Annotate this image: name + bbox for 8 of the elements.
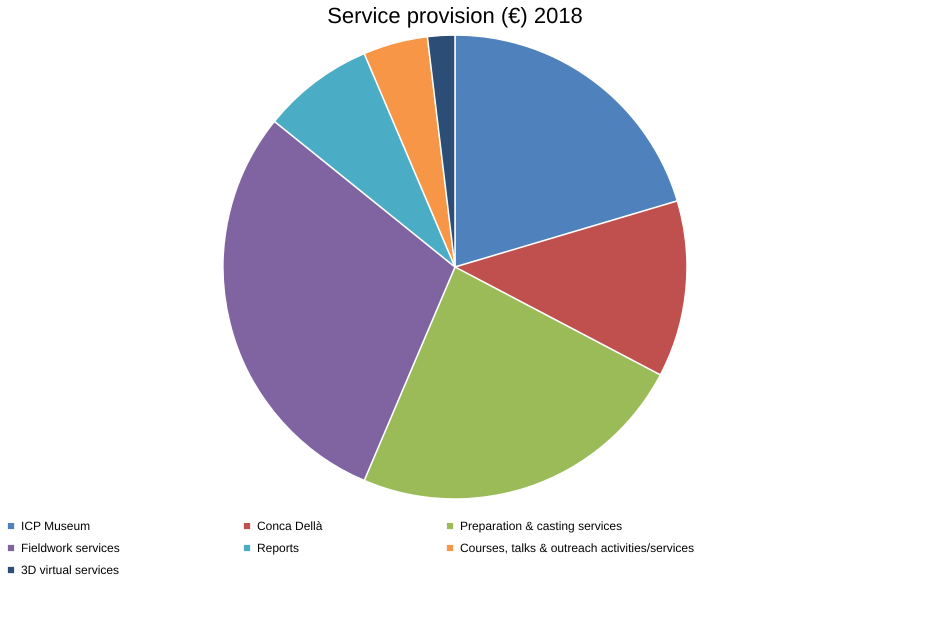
legend-label: Preparation & casting services xyxy=(460,519,622,534)
legend-label: Fieldwork services xyxy=(21,541,120,555)
legend-label: Reports xyxy=(257,541,300,555)
legend-label: 3D virtual services xyxy=(21,563,120,577)
legend-label: ICP Museum xyxy=(21,519,90,534)
legend-label: Courses, talks & outreach activities/services xyxy=(460,541,694,555)
legend-label: Conca Dellà xyxy=(257,519,323,534)
chart-title: Service provision (€) 2018 xyxy=(327,3,583,28)
